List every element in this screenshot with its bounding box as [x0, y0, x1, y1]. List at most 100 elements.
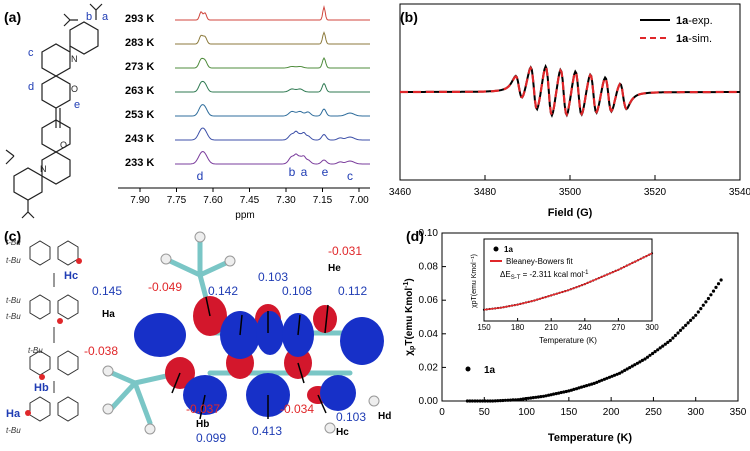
chi-data-point — [496, 399, 500, 403]
positive-lobes — [134, 311, 384, 417]
atom-label-Hc: Hc — [336, 427, 349, 438]
nmr-peak-label-d: d — [197, 169, 204, 183]
chi-data-point — [564, 389, 568, 394]
chi-data-point — [653, 350, 657, 354]
inset-chart: 150 180 210 240 270 300 Temperature (K) χpT(e… — [471, 238, 659, 345]
spin-value: -0.037 — [186, 402, 220, 416]
molecule-structure — [5, 3, 103, 219]
epr-tick-label: 3520 — [644, 187, 667, 198]
chi-data-point — [486, 399, 490, 403]
svg-text:N: N — [71, 54, 78, 64]
epr-spectra — [400, 63, 740, 118]
nmr-tick-label: 7.45 — [240, 195, 260, 206]
svg-text:O: O — [60, 140, 67, 150]
temperature-label: 273 K — [125, 61, 154, 73]
chi-data-point — [640, 358, 644, 362]
nmr-peak-label-a: a — [301, 165, 308, 179]
epr-tick-label: 3460 — [389, 187, 412, 198]
temperature-label: 243 K — [125, 133, 154, 145]
inset-x-tick-label: 240 — [578, 323, 592, 332]
chi-data-point — [681, 326, 685, 330]
chi-data-point — [529, 396, 533, 400]
structure-label-c: c — [28, 47, 34, 59]
chi-data-point — [554, 392, 558, 396]
chi-x-tick-label: 350 — [730, 407, 747, 418]
chi-x-tick-label: 150 — [561, 407, 578, 418]
chi-data-point — [511, 398, 515, 402]
chi-data-point — [651, 351, 655, 356]
chi-data-point — [716, 282, 721, 286]
chi-data-point — [630, 364, 634, 368]
spin-value: 0.413 — [252, 424, 282, 438]
spin-value: 0.145 — [92, 284, 122, 298]
panel-b: (b) 3460 3480 3500 3520 3540 Field (G) 1a-ex… — [370, 0, 750, 223]
nmr-tick-label: 7.30 — [276, 195, 296, 206]
chi-data-point — [587, 383, 591, 387]
chi-legend-marker — [465, 366, 471, 372]
nmr-trace-6 — [175, 150, 370, 165]
chi-data-point — [699, 307, 703, 311]
epr-x-ticks: 3460 3480 3500 3520 3540 — [389, 175, 750, 198]
chi-data-point — [628, 366, 632, 370]
panel-b-svg: (b) 3460 3480 3500 3520 3540 Field (G) 1a-ex… — [389, 3, 750, 219]
nmr-trace-4 — [175, 104, 370, 117]
chi-data-point — [656, 348, 660, 352]
chi-data-point — [531, 396, 535, 400]
chi-data-point — [671, 336, 675, 340]
atom-label-He: He — [328, 263, 341, 274]
chi-data-point — [569, 388, 573, 392]
nmr-peak-label-c: c — [347, 169, 353, 183]
chi-data-point — [590, 382, 594, 386]
chi-data-point — [625, 367, 629, 371]
chi-data-point — [638, 360, 642, 364]
structure-label-a: a — [102, 11, 109, 23]
nmr-trace-0 — [175, 5, 370, 21]
resonance-label: t-Bu — [6, 296, 21, 305]
chi-data-point — [714, 285, 718, 289]
inset-ticks: 150 180 210 240 270 300 — [477, 318, 659, 332]
resonance-labels: t-Bu t-Bu Hc t-Bu t-Bu Hb t-Bu t-Bu Ha — [6, 238, 78, 435]
chi-data-point — [498, 399, 502, 403]
spin-value: -0.038 — [84, 344, 118, 358]
inset-x-tick-label: 150 — [477, 323, 491, 332]
temperature-label: 233 K — [125, 157, 154, 169]
chi-data-point — [552, 392, 556, 396]
chi-data-point — [648, 353, 652, 357]
nmr-tick-label: 7.75 — [167, 195, 187, 206]
chi-data-point — [701, 303, 705, 307]
epr-legend: 1a-exp. 1a-sim. — [640, 15, 713, 45]
inset-legend-1a: 1a — [504, 245, 513, 254]
chi-data-point — [709, 293, 713, 297]
epr-legend-label: 1a-sim. — [676, 33, 712, 45]
chi-data-point — [592, 381, 596, 385]
epr-tick-label: 3540 — [729, 187, 750, 198]
chi-data-point — [696, 310, 700, 314]
spin-density-values: -0.031 -0.049 0.103 0.142 0.108 0.112 0.145 -0.… — [84, 244, 367, 445]
nmr-trace-1 — [175, 31, 370, 45]
inset-legend-fit: Bleaney-Bowers fit — [506, 257, 573, 266]
temperature-labels: 293 K 283 K 273 K 263 K 253 K 243 K 233 K — [125, 13, 154, 169]
spin-value: 0.103 — [336, 410, 366, 424]
chi-data-point — [547, 393, 551, 397]
chi-data-point — [521, 397, 525, 401]
chi-legend-label: 1a — [484, 365, 496, 376]
inset-frame — [483, 238, 653, 322]
chi-data-point — [514, 398, 518, 402]
atom-label-Hb: Hb — [196, 419, 209, 430]
chi-x-tick-label: 0 — [439, 407, 445, 418]
chi-data-point — [559, 390, 563, 395]
panel-d-svg: (d) 0 50 100 150 200 250 300 350 0.00 0.02 0.04 0.0… — [403, 228, 747, 444]
chi-data-point — [612, 373, 617, 377]
panel-d: (d) 0 50 100 150 200 250 300 350 0.00 0.02 0.04 0.0… — [400, 223, 750, 446]
svg-text:O: O — [71, 84, 78, 94]
spin-value: 0.112 — [338, 284, 367, 298]
chi-data-point — [602, 377, 606, 381]
chi-data-point — [475, 399, 480, 403]
chi-x-axis-label: Temperature (K) — [548, 432, 632, 444]
chi-data-point — [623, 368, 627, 372]
atom-label-Hd: Hd — [378, 411, 391, 422]
chi-data-point — [481, 399, 485, 403]
chi-data-point — [633, 363, 637, 367]
chi-data-point — [691, 316, 695, 320]
